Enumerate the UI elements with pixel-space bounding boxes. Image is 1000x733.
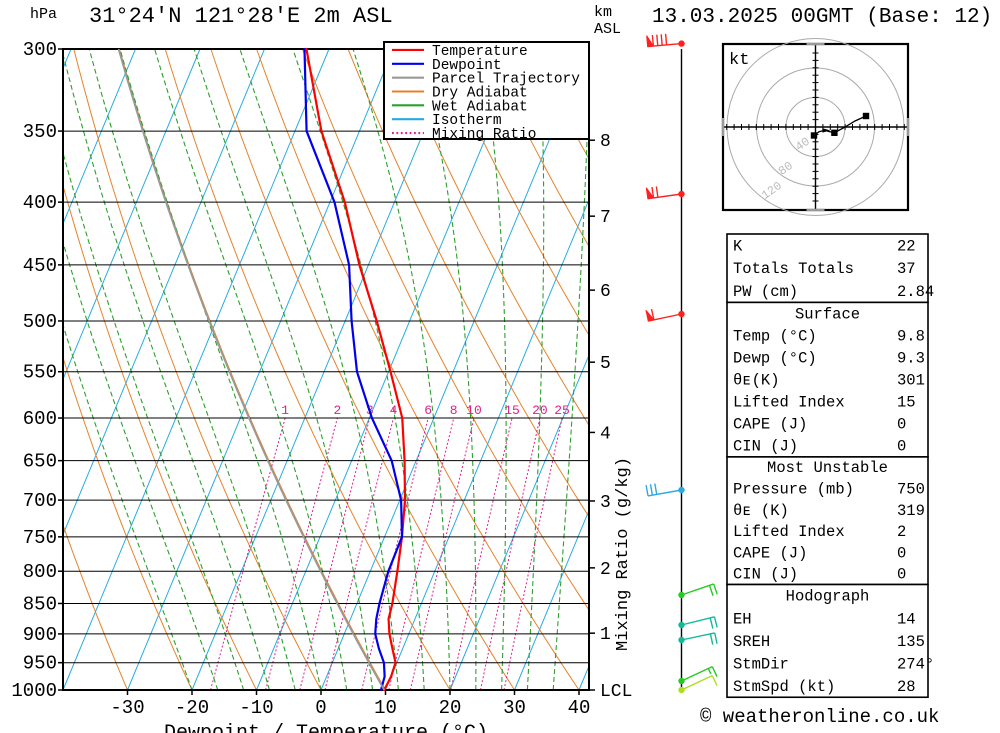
svg-text:700: 700 — [23, 490, 57, 512]
svg-text:CAPE (J): CAPE (J) — [733, 544, 807, 562]
svg-text:1: 1 — [600, 625, 611, 645]
svg-text:800: 800 — [23, 561, 57, 583]
svg-text:450: 450 — [23, 255, 57, 277]
svg-text:Lifted Index: Lifted Index — [733, 523, 845, 541]
svg-text:4: 4 — [600, 424, 611, 444]
svg-text:30: 30 — [503, 697, 526, 719]
svg-text:2.84: 2.84 — [897, 283, 934, 301]
svg-text:8: 8 — [600, 132, 611, 152]
svg-text:hPa: hPa — [30, 6, 57, 23]
svg-text:22: 22 — [897, 237, 916, 255]
svg-text:StmSpd (kt): StmSpd (kt) — [733, 678, 835, 696]
svg-text:SREH: SREH — [733, 633, 770, 651]
svg-text:600: 600 — [23, 408, 57, 430]
svg-text:900: 900 — [23, 624, 57, 646]
svg-text:8: 8 — [450, 403, 458, 418]
svg-text:0: 0 — [315, 697, 326, 719]
svg-text:K: K — [733, 237, 743, 255]
svg-text:CIN (J): CIN (J) — [733, 438, 798, 456]
svg-text:Dewpoint / Temperature (°C): Dewpoint / Temperature (°C) — [164, 722, 488, 733]
svg-text:28: 28 — [897, 678, 916, 696]
svg-text:Hodograph: Hodograph — [786, 588, 870, 606]
svg-text:10: 10 — [374, 697, 397, 719]
svg-text:13.03.2025 00GMT (Base: 12): 13.03.2025 00GMT (Base: 12) — [652, 6, 992, 29]
svg-text:3: 3 — [600, 493, 611, 513]
svg-text:θᴇ (K): θᴇ (K) — [733, 502, 789, 520]
svg-text:-30: -30 — [110, 697, 144, 719]
svg-text:Surface: Surface — [795, 305, 860, 323]
svg-text:2: 2 — [600, 560, 611, 580]
svg-text:LCL: LCL — [600, 682, 632, 702]
svg-text:6: 6 — [600, 282, 611, 302]
svg-text:0: 0 — [897, 438, 906, 456]
svg-text:319: 319 — [897, 502, 925, 520]
svg-text:0: 0 — [897, 416, 906, 434]
svg-text:Lifted Index: Lifted Index — [733, 394, 845, 412]
svg-text:550: 550 — [23, 362, 57, 384]
svg-text:7: 7 — [600, 208, 611, 228]
svg-text:CIN (J): CIN (J) — [733, 566, 798, 584]
svg-text:Totals Totals: Totals Totals — [733, 260, 854, 278]
svg-text:750: 750 — [897, 480, 925, 498]
svg-text:θᴇ(K): θᴇ(K) — [733, 372, 780, 390]
svg-text:15: 15 — [897, 394, 916, 412]
svg-text:274°: 274° — [897, 655, 934, 673]
svg-text:650: 650 — [23, 451, 57, 473]
svg-text:0: 0 — [897, 544, 906, 562]
svg-text:9.3: 9.3 — [897, 349, 925, 367]
svg-text:© weatheronline.co.uk: © weatheronline.co.uk — [700, 706, 939, 728]
svg-text:37: 37 — [897, 260, 916, 278]
svg-text:950: 950 — [23, 653, 57, 675]
svg-text:1000: 1000 — [11, 680, 57, 702]
svg-text:-20: -20 — [175, 697, 209, 719]
svg-text:2: 2 — [897, 523, 906, 541]
svg-text:Temp (°C): Temp (°C) — [733, 327, 817, 345]
svg-text:Mixing Ratio (g/kg): Mixing Ratio (g/kg) — [614, 457, 633, 651]
svg-text:ASL: ASL — [594, 21, 621, 38]
svg-text:350: 350 — [23, 121, 57, 143]
svg-text:1: 1 — [281, 403, 289, 418]
svg-text:PW (cm): PW (cm) — [733, 283, 798, 301]
svg-text:Dewp (°C): Dewp (°C) — [733, 349, 817, 367]
svg-text:850: 850 — [23, 593, 57, 615]
svg-text:135: 135 — [897, 633, 925, 651]
svg-text:5: 5 — [600, 354, 611, 374]
svg-text:CAPE (J): CAPE (J) — [733, 416, 807, 434]
svg-text:2: 2 — [333, 403, 341, 418]
svg-text:300: 300 — [23, 39, 57, 61]
svg-text:EH: EH — [733, 610, 752, 628]
svg-text:500: 500 — [23, 311, 57, 333]
svg-text:-10: -10 — [239, 697, 273, 719]
svg-text:15: 15 — [504, 403, 520, 418]
svg-text:25: 25 — [554, 403, 570, 418]
svg-text:400: 400 — [23, 192, 57, 214]
svg-text:Mixing Ratio: Mixing Ratio — [432, 127, 536, 143]
svg-text:20: 20 — [532, 403, 548, 418]
svg-text:6: 6 — [424, 403, 432, 418]
svg-text:0: 0 — [897, 566, 906, 584]
svg-text:10: 10 — [466, 403, 482, 418]
svg-text:kt: kt — [729, 51, 749, 70]
svg-text:Pressure (mb): Pressure (mb) — [733, 480, 854, 498]
svg-text:4: 4 — [390, 403, 398, 418]
svg-text:301: 301 — [897, 372, 925, 390]
svg-text:Most Unstable: Most Unstable — [767, 459, 888, 477]
svg-text:km: km — [594, 4, 612, 21]
svg-text:StmDir: StmDir — [733, 655, 789, 673]
svg-text:20: 20 — [439, 697, 462, 719]
svg-text:31°24'N 121°28'E 2m ASL: 31°24'N 121°28'E 2m ASL — [89, 4, 393, 29]
svg-text:40: 40 — [568, 697, 591, 719]
svg-text:14: 14 — [897, 610, 916, 628]
svg-text:9.8: 9.8 — [897, 327, 925, 345]
svg-text:750: 750 — [23, 527, 57, 549]
